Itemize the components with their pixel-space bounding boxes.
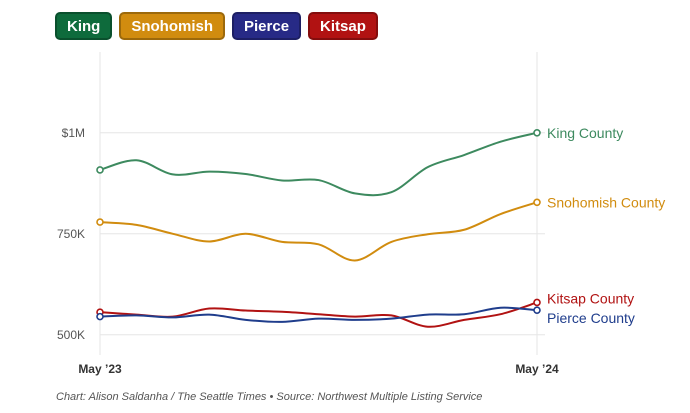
pierce-county-label: Pierce County	[547, 310, 635, 326]
pierce-county-line	[99, 306, 538, 323]
pierce-county-point	[96, 312, 104, 321]
snohomish-county-label: Snohomish County	[547, 194, 665, 210]
legend-button-snohomish[interactable]: Snohomish	[119, 12, 225, 40]
x-tick-label: May ’24	[515, 362, 559, 376]
snohomish-county-line	[99, 201, 538, 262]
legend-button-king[interactable]: King	[55, 12, 113, 40]
kitsap-county-label: Kitsap County	[547, 290, 634, 306]
king-county-line	[99, 131, 538, 197]
y-tick-label: $1M	[62, 126, 85, 140]
y-tick-label: 750K	[57, 227, 85, 241]
legend-button-kitsap[interactable]: Kitsap	[308, 12, 378, 40]
pierce-county-point	[533, 306, 541, 314]
chart-credit: Chart: Alison Saldanha / The Seattle Tim…	[56, 391, 483, 403]
kitsap-county-line	[99, 301, 538, 328]
x-tick-label: May ’23	[78, 362, 122, 376]
legend: King Snohomish Pierce Kitsap	[55, 12, 378, 40]
king-county-point	[533, 129, 541, 137]
y-tick-label: 500K	[57, 328, 85, 342]
kitsap-county-point	[533, 298, 541, 307]
legend-button-pierce[interactable]: Pierce	[232, 12, 302, 40]
snohomish-county-point	[96, 218, 104, 226]
snohomish-county-point	[533, 198, 541, 207]
king-county-point	[96, 166, 104, 174]
king-county-label: King County	[547, 125, 623, 141]
